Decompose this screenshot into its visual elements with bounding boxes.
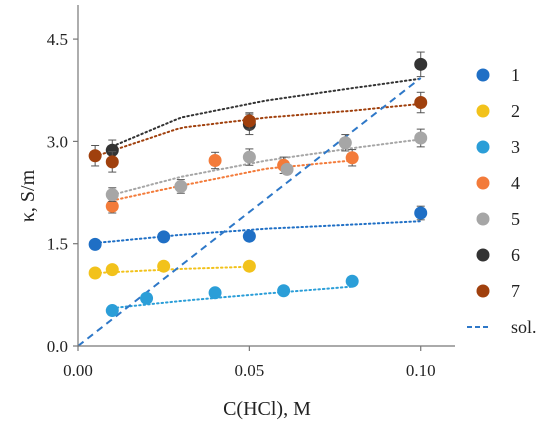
point-series-3 (277, 284, 291, 298)
plot-area (77, 51, 428, 347)
point-series-7 (414, 96, 428, 110)
y-tick-label: 4.5 (47, 30, 68, 49)
point-series-3 (105, 304, 119, 318)
legend-label-3: 3 (511, 137, 520, 157)
y-tick-label: 1.5 (47, 235, 68, 254)
point-series-2 (242, 259, 256, 273)
point-series-6 (414, 57, 428, 71)
legend-swatch-6 (476, 248, 490, 262)
x-axis-title: C(HCl), M (223, 398, 311, 420)
point-series-5 (174, 179, 188, 193)
legend-label-2: 2 (511, 101, 520, 121)
legend-label-6: 6 (511, 245, 520, 265)
point-series-2 (105, 263, 119, 277)
legend-label-1: 1 (511, 65, 520, 85)
point-series-5 (105, 188, 119, 202)
point-series-7 (105, 155, 119, 169)
x-tick-label: 0.00 (63, 361, 93, 380)
axes: 0.0 1.5 3.0 4.5 0.00 0.05 0.10 (47, 5, 455, 380)
y-tick-label: 3.0 (47, 132, 68, 151)
y-axis-title: κ, S/m (17, 169, 39, 222)
legend-swatch-4 (476, 176, 490, 190)
legend-swatch-7 (476, 284, 490, 298)
point-series-5 (280, 162, 294, 176)
point-series-3 (208, 286, 222, 300)
point-series-5 (338, 136, 352, 150)
legend-label-sol: sol. (511, 317, 537, 337)
point-series-6 (105, 143, 119, 157)
x-tick-label: 0.05 (234, 361, 264, 380)
legend-label-4: 4 (511, 173, 520, 193)
x-tick-label: 0.10 (406, 361, 436, 380)
legend-label-7: 7 (511, 281, 520, 301)
point-series-2 (157, 259, 171, 273)
point-series-3 (345, 274, 359, 288)
point-series-5 (242, 150, 256, 164)
legend-swatch-1 (476, 68, 490, 82)
point-series-1 (88, 237, 102, 251)
point-series-7 (242, 114, 256, 128)
point-series-1 (414, 206, 428, 220)
y-tick-label: 0.0 (47, 337, 68, 356)
trend-line-7 (94, 102, 422, 158)
point-series-1 (157, 230, 171, 244)
point-series-4 (105, 199, 119, 213)
legend-swatch-5 (476, 212, 490, 226)
trend-line-5 (111, 138, 422, 196)
legend: 1 2 3 4 5 6 7 sol. (467, 65, 537, 337)
point-series-2 (88, 266, 102, 280)
trend-line-2 (94, 265, 251, 274)
trend-line-1 (94, 220, 422, 244)
point-series-4 (345, 151, 359, 165)
point-series-1 (242, 229, 256, 243)
series-line-sol (77, 77, 422, 347)
legend-swatch-2 (476, 104, 490, 118)
point-series-3 (140, 291, 154, 305)
trend-line-4 (111, 159, 354, 202)
trend-line-3 (111, 285, 354, 310)
legend-swatch-3 (476, 140, 490, 154)
trend-line-6 (111, 77, 422, 148)
point-series-5 (414, 131, 428, 145)
point-series-4 (208, 153, 222, 167)
legend-label-5: 5 (511, 209, 520, 229)
point-series-7 (88, 149, 102, 163)
